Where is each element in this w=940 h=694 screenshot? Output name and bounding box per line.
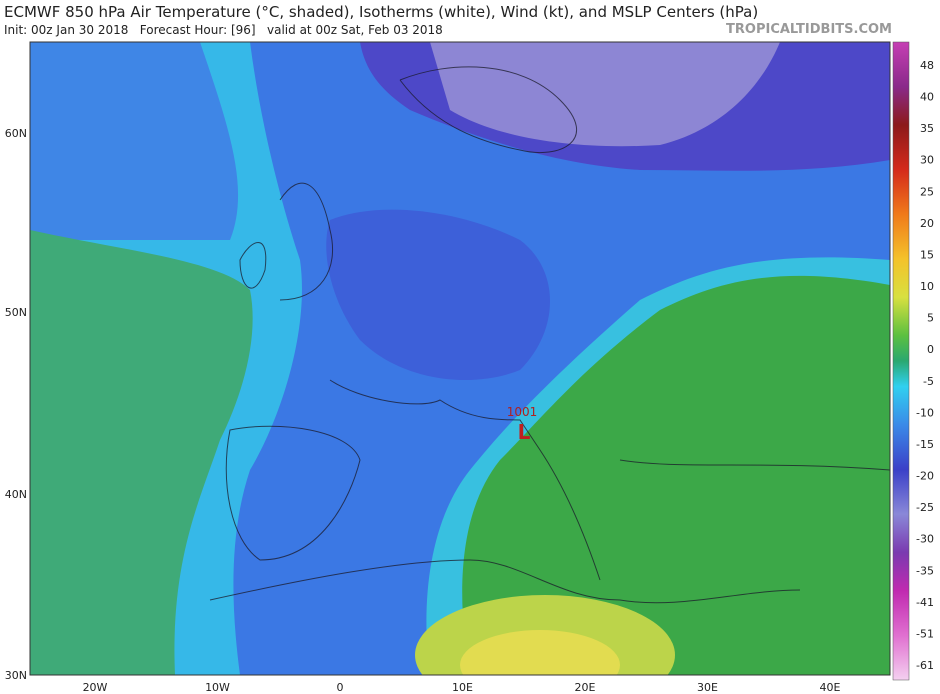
colorbar-label: -5 xyxy=(923,375,934,388)
colorbar-label: -61 xyxy=(916,659,934,672)
colorbar-label: 15 xyxy=(920,248,934,261)
pressure-center-marker: L xyxy=(518,420,531,444)
pressure-value: 1001 xyxy=(507,405,538,419)
colorbar xyxy=(892,41,910,681)
credit: TROPICALTIDBITS.COM xyxy=(726,22,892,37)
colorbar-label: 30 xyxy=(920,154,934,167)
subtitle: Init: 00z Jan 30 2018 Forecast Hour: [96… xyxy=(4,23,443,37)
colorbar-label: 35 xyxy=(920,122,934,135)
colorbar-label: -51 xyxy=(916,627,934,640)
colorbar-label: 48 xyxy=(920,59,934,72)
title: ECMWF 850 hPa Air Temperature (°C, shade… xyxy=(4,3,759,21)
longitude-label: 40E xyxy=(820,681,841,694)
colorbar-label: 0 xyxy=(927,343,934,356)
colorbar-label: -20 xyxy=(916,470,934,483)
colorbar-label: -41 xyxy=(916,596,934,609)
colorbar-label: 10 xyxy=(920,280,934,293)
longitude-label: 10E xyxy=(452,681,473,694)
latitude-label: 40N xyxy=(5,488,27,501)
longitude-label: 10W xyxy=(205,681,230,694)
colorbar-label: 40 xyxy=(920,91,934,104)
latitude-label: 60N xyxy=(5,127,27,140)
colorbar-label: -25 xyxy=(916,501,934,514)
longitude-label: 20E xyxy=(575,681,596,694)
colorbar-label: -30 xyxy=(916,533,934,546)
latitude-label: 30N xyxy=(5,669,27,682)
colorbar-label: 20 xyxy=(920,217,934,230)
labels: 60N 50N 40N 30N 20W 10W 0 10E 20E 30E 40E 48 40 35 30 2… xyxy=(5,59,934,694)
colorbar-label: 5 xyxy=(927,312,934,325)
colorbar-label: 25 xyxy=(920,185,934,198)
colorbar-label: -15 xyxy=(916,438,934,451)
temperature-field xyxy=(30,42,890,675)
longitude-label: 0 xyxy=(337,681,344,694)
colorbar-label: -10 xyxy=(916,406,934,419)
latitude-label: 50N xyxy=(5,306,27,319)
colorbar-label: -35 xyxy=(916,564,934,577)
map-frame xyxy=(29,41,891,676)
longitude-label: 30E xyxy=(697,681,718,694)
longitude-label: 20W xyxy=(83,681,108,694)
